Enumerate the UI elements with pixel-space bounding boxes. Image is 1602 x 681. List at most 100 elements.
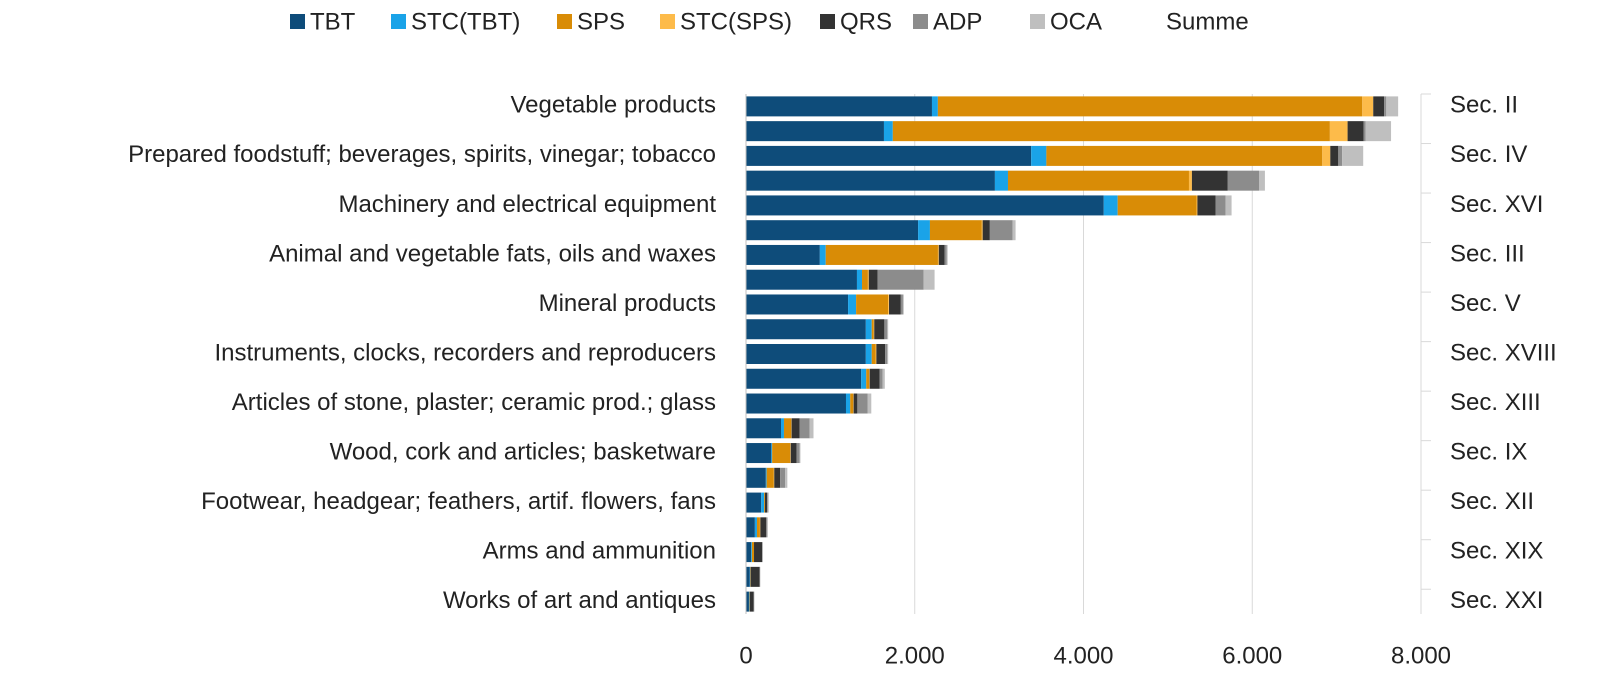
bar-segment bbox=[900, 294, 903, 315]
bar-segment bbox=[746, 542, 752, 563]
bar-segment bbox=[1330, 145, 1339, 166]
bar-segment bbox=[767, 492, 769, 513]
x-tick-label: 4.000 bbox=[1053, 642, 1113, 669]
legend-label: Summe bbox=[1166, 8, 1249, 35]
category-label: Prepared foodstuff; beverages, spirits, … bbox=[128, 141, 716, 168]
category-label: Arms and ammunition bbox=[483, 537, 716, 564]
section-label: Sec. XXI bbox=[1450, 587, 1543, 614]
bar-segment bbox=[1188, 170, 1192, 191]
bar-segment bbox=[746, 344, 866, 364]
bar-segment bbox=[929, 220, 982, 241]
bar-segment bbox=[746, 443, 772, 464]
bar-segment bbox=[764, 492, 768, 513]
bar-segment bbox=[866, 368, 870, 389]
bar-segment bbox=[877, 269, 924, 290]
bar-segment bbox=[781, 418, 784, 439]
bar-segment bbox=[865, 319, 872, 340]
bar-segment bbox=[754, 542, 763, 563]
bar-segment bbox=[754, 517, 757, 538]
bar-segment bbox=[772, 443, 791, 464]
bar-segment bbox=[783, 418, 792, 439]
bar-segment bbox=[856, 269, 863, 290]
bar-segment bbox=[1117, 195, 1197, 216]
bar-segment bbox=[765, 467, 767, 488]
bar-segment bbox=[746, 393, 846, 414]
bar-segment bbox=[785, 467, 788, 488]
bar-segment bbox=[862, 269, 868, 290]
bar-segment bbox=[746, 591, 749, 612]
legend-label: OCA bbox=[1050, 8, 1102, 35]
bar-segment bbox=[853, 393, 858, 414]
bar-segment bbox=[902, 294, 904, 315]
bar-segment bbox=[746, 319, 866, 340]
bar-segment bbox=[867, 269, 869, 290]
bar-segment bbox=[751, 542, 755, 563]
bar-segment bbox=[796, 443, 800, 464]
bar-segment bbox=[982, 220, 990, 241]
bar-segment bbox=[790, 443, 797, 464]
bar-segment bbox=[861, 368, 867, 389]
bar-segment bbox=[888, 294, 890, 315]
bar-segment bbox=[751, 542, 752, 563]
bar-segment bbox=[746, 170, 995, 191]
bar-segment bbox=[883, 121, 893, 142]
bar-segment bbox=[867, 393, 872, 414]
bar-segment bbox=[850, 393, 854, 414]
legend-label: STC(SPS) bbox=[680, 8, 792, 35]
bar-segment bbox=[1373, 96, 1385, 117]
bar-segment bbox=[760, 517, 767, 538]
bar-segment bbox=[1386, 96, 1399, 117]
bar-segment bbox=[845, 393, 851, 414]
x-tick-label: 2.000 bbox=[885, 642, 945, 669]
bar-segment bbox=[981, 220, 983, 241]
bar-segment bbox=[746, 517, 755, 538]
bar-segment bbox=[1196, 195, 1198, 216]
bar-segment bbox=[1227, 170, 1259, 191]
bar-segment bbox=[1259, 170, 1265, 191]
section-label: Sec. XII bbox=[1450, 488, 1534, 515]
bar-segment bbox=[1329, 121, 1348, 142]
bar-segment bbox=[767, 517, 768, 538]
bar-segment bbox=[887, 344, 889, 364]
section-label: Sec. XVI bbox=[1450, 191, 1543, 218]
bar-segment bbox=[1103, 195, 1118, 216]
legend-swatch bbox=[391, 14, 406, 29]
bar-segment bbox=[892, 121, 1330, 142]
section-label: Sec. XVIII bbox=[1450, 339, 1557, 366]
bar-segment bbox=[746, 467, 766, 488]
bar-segment bbox=[946, 244, 948, 265]
bar-segment bbox=[1031, 145, 1047, 166]
category-label: Articles of stone, plaster; ceramic prod… bbox=[232, 389, 716, 416]
bar-segment bbox=[1197, 195, 1216, 216]
bar-segment bbox=[1012, 220, 1016, 241]
bar-segment bbox=[923, 269, 935, 290]
bar-segment bbox=[746, 418, 782, 439]
section-label: Sec. XIII bbox=[1450, 389, 1541, 416]
bar-segment bbox=[746, 269, 857, 290]
bar-segment bbox=[746, 244, 820, 265]
bar-segment bbox=[746, 195, 1104, 216]
bar-segment bbox=[750, 566, 760, 587]
section-label: Sec. IX bbox=[1450, 438, 1527, 465]
bar-segment bbox=[1007, 170, 1189, 191]
bar-segment bbox=[819, 244, 826, 265]
bar-segment bbox=[885, 344, 888, 364]
legend-label: STC(TBT) bbox=[411, 8, 520, 35]
legend-swatch bbox=[290, 14, 305, 29]
bar-segment bbox=[994, 170, 1008, 191]
bar-segment bbox=[1215, 195, 1226, 216]
legend-label: ADP bbox=[933, 8, 982, 35]
bar-segment bbox=[1322, 145, 1331, 166]
bar-segment bbox=[1046, 145, 1323, 166]
bar-segment bbox=[825, 244, 938, 265]
bar-segment bbox=[799, 418, 810, 439]
bar-segment bbox=[764, 492, 765, 513]
section-label: Sec. II bbox=[1450, 92, 1518, 119]
bar-segment bbox=[746, 121, 884, 142]
bar-segment bbox=[869, 368, 880, 389]
bar-segment bbox=[1384, 96, 1387, 117]
bar-segment bbox=[856, 294, 889, 315]
bar-segment bbox=[937, 96, 1363, 117]
x-tick-label: 0 bbox=[739, 642, 752, 669]
